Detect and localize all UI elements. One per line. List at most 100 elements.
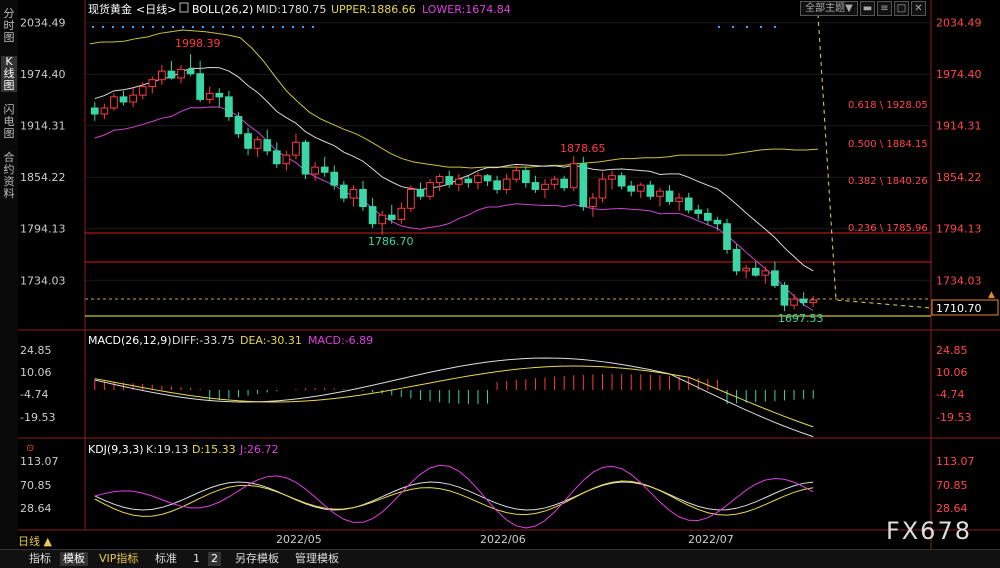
kdj-tick-right: 70.85 <box>936 479 968 492</box>
fib-500-label: 0.500 \ 1884.15 <box>848 139 928 150</box>
tab-indicators[interactable]: 指标 <box>29 552 51 565</box>
event-dot <box>262 26 264 28</box>
candle-body <box>560 178 569 189</box>
macd-title: MACD(26,12,9) <box>88 334 172 347</box>
candle-body <box>521 170 530 184</box>
candle-body <box>675 197 683 202</box>
candle-body <box>627 185 636 192</box>
close-icon[interactable]: ✕ <box>911 1 926 16</box>
candle-body <box>320 166 329 173</box>
tab-timeshare[interactable]: 分时图 <box>3 7 15 44</box>
candle-body <box>703 212 712 221</box>
candle-body <box>636 184 645 192</box>
candle-body <box>454 178 463 185</box>
restore-icon[interactable]: □ <box>894 1 909 16</box>
event-dot <box>132 26 134 28</box>
candle-body <box>234 116 243 135</box>
candle-body <box>790 298 798 306</box>
event-dot <box>102 26 104 28</box>
event-dot <box>182 26 184 28</box>
boll-lower: LOWER:1674.84 <box>422 3 511 16</box>
candle-body <box>244 133 252 149</box>
mid-low-annotation: 1786.70 <box>368 235 414 248</box>
candle-body <box>723 223 731 250</box>
candle-body <box>205 92 214 100</box>
candle-body <box>445 176 454 185</box>
event-dot <box>142 26 144 28</box>
kdj-tick-left: 70.85 <box>20 479 52 492</box>
candle-body <box>263 139 272 152</box>
boll-upper-line <box>89 29 819 169</box>
candle-body <box>282 154 291 165</box>
tab-templates[interactable]: 模板 <box>60 552 88 566</box>
price-tick-left: 1734.03 <box>20 274 66 287</box>
symbol-label: 现货黄金 <box>88 2 132 16</box>
event-dot <box>732 26 734 28</box>
bottom-toolbar: 指标 模板 VIP指标 标准 1 2 另存模板 管理模板 <box>0 549 1000 568</box>
price-tick-left: 2034.49 <box>20 17 66 30</box>
brand-logo: FX678 <box>885 517 972 545</box>
candle-body <box>771 270 779 286</box>
period-selector[interactable]: 日线 ▲ <box>18 535 58 549</box>
menu-icon[interactable]: ≡ <box>877 1 892 16</box>
candle-body <box>177 68 185 79</box>
candle-body <box>129 94 137 103</box>
candle-body <box>253 139 262 149</box>
candle-body <box>809 299 818 304</box>
candle-body <box>100 107 109 115</box>
kdj-settings-icon[interactable]: ⊙ <box>26 443 34 454</box>
tab-contract-info[interactable]: 合约资料 <box>3 151 15 200</box>
tab-flash-chart[interactable]: 闪电图 <box>3 103 15 140</box>
tab-kline[interactable]: K线图 <box>1 56 17 92</box>
candle-body <box>713 219 722 225</box>
event-dot <box>292 26 294 28</box>
price-gridlines <box>85 22 931 281</box>
candle-body <box>474 175 482 184</box>
candle-body <box>550 178 559 185</box>
tab-manage-templates[interactable]: 管理模板 <box>295 552 339 565</box>
candle-body <box>694 209 703 214</box>
price-tick-right: 1974.40 <box>936 68 982 81</box>
candle-body <box>378 214 387 225</box>
event-dot <box>212 26 214 28</box>
kdj-k-line <box>94 481 814 511</box>
candle-body <box>426 182 434 197</box>
candle-body <box>646 184 655 197</box>
minimize-icon[interactable]: ▬ <box>860 1 875 16</box>
tab-page-2[interactable]: 2 <box>208 552 221 566</box>
macd-tick-right: -19.53 <box>936 411 971 424</box>
candle-body <box>311 166 319 175</box>
boll-settings-icon[interactable] <box>179 2 189 13</box>
theme-selector[interactable]: 全部主题▼ <box>800 1 858 16</box>
macd-tick-left: 10.06 <box>20 366 52 379</box>
event-dot <box>112 26 114 28</box>
tab-page-1[interactable]: 1 <box>193 552 200 565</box>
low-annotation: 1697.53 <box>778 312 824 325</box>
candle-body <box>330 171 339 186</box>
candle-body <box>751 267 760 276</box>
candle-body <box>541 183 549 190</box>
macd-tick-right: 24.85 <box>936 344 968 357</box>
candle-body <box>579 163 588 208</box>
candle-body <box>186 68 195 75</box>
tab-save-template[interactable]: 另存模板 <box>235 552 279 565</box>
price-tick-right: 1914.31 <box>936 120 982 133</box>
event-dot <box>302 26 304 28</box>
chart-area[interactable]: 1998.39 1878.65 1786.70 1697.53 0.618 \ … <box>18 0 1000 549</box>
event-dot <box>172 26 174 28</box>
candle-body <box>799 298 808 304</box>
boll-mid-line <box>94 67 814 272</box>
kdj-j: J:26.72 <box>239 443 278 456</box>
candle-body <box>589 197 597 208</box>
kdj-lines <box>94 464 814 529</box>
fib-618-label: 0.618 \ 1928.05 <box>848 100 928 111</box>
event-dot <box>718 26 720 28</box>
tab-standard[interactable]: 标准 <box>155 552 177 565</box>
candle-body <box>225 96 233 118</box>
candle-body <box>742 267 751 272</box>
candle-body <box>761 270 770 276</box>
event-dot <box>252 26 254 28</box>
tab-vip-indicators[interactable]: VIP指标 <box>99 552 139 565</box>
price-tick-left: 1854.22 <box>20 171 66 184</box>
kdj-tick-right: 28.64 <box>936 502 968 515</box>
